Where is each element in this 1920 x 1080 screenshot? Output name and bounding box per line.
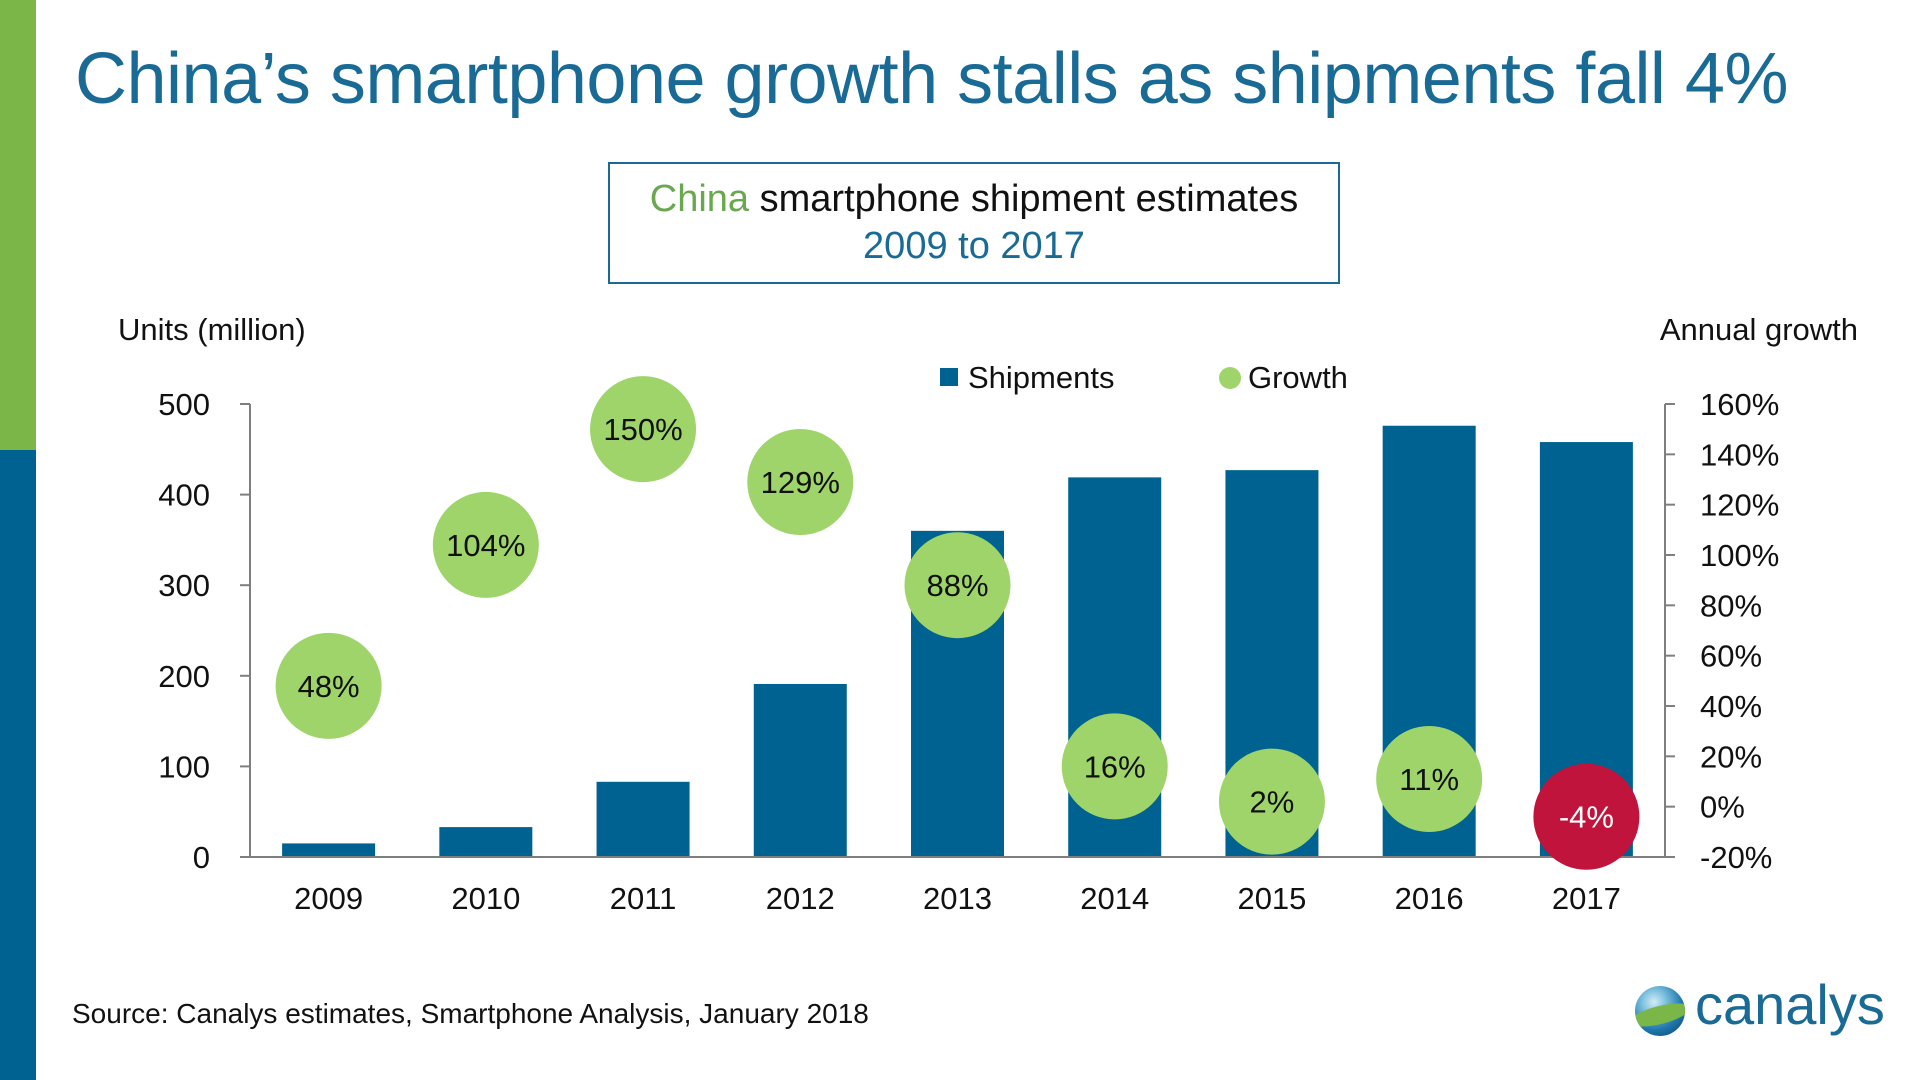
x-tick-label: 2009 — [294, 881, 363, 916]
x-tick-label: 2011 — [610, 881, 677, 916]
growth-label: 48% — [298, 669, 360, 704]
subtitle-range: 2009 to 2017 — [863, 225, 1085, 267]
y-tick-label: 0 — [193, 840, 210, 875]
chart-subtitle-line1: China smartphone shipment estimates — [610, 178, 1338, 221]
y2-tick-label: 140% — [1700, 437, 1779, 472]
legend-label-shipments: Shipments — [968, 360, 1114, 395]
y2-tick-label: -20% — [1700, 840, 1772, 875]
y2-axis-label: Annual growth — [1660, 312, 1858, 347]
growth-label: 11% — [1399, 762, 1459, 797]
chart-subtitle-box: China smartphone shipment estimates 2009… — [608, 162, 1340, 284]
growth-bubble — [432, 491, 539, 598]
x-tick-label: 2012 — [766, 881, 835, 916]
globe-swoosh — [1635, 998, 1685, 1032]
growth-bubble — [1376, 725, 1483, 832]
growth-label: 104% — [446, 528, 525, 563]
y2-tick-label: 0% — [1700, 790, 1745, 825]
y2-tick-label: 60% — [1700, 639, 1762, 674]
y2-tick-label: 20% — [1700, 739, 1762, 774]
left-accent-bar-green — [0, 0, 36, 450]
y2-tick-label: 40% — [1700, 689, 1762, 724]
y-tick-label: 500 — [158, 387, 210, 422]
y-tick-label: 200 — [158, 659, 210, 694]
x-tick-label: 2017 — [1552, 881, 1621, 916]
growth-bubble — [747, 429, 854, 536]
growth-bubble — [590, 376, 697, 483]
growth-bubble — [1218, 748, 1325, 855]
growth-bubble — [1061, 713, 1168, 820]
y2-tick-label: 120% — [1700, 488, 1779, 523]
x-tick-label: 2015 — [1237, 881, 1306, 916]
y2-tick-label: 160% — [1700, 387, 1779, 422]
growth-label: 150% — [603, 412, 682, 447]
legend-swatch-growth — [1219, 367, 1241, 389]
growth-bubble — [275, 632, 382, 739]
shipment-bar — [282, 843, 376, 857]
y-tick-label: 100 — [158, 749, 210, 784]
growth-bubble — [904, 532, 1011, 639]
y-tick-label: 300 — [158, 568, 210, 603]
shipment-bar — [753, 683, 847, 857]
legend-label-growth: Growth — [1248, 360, 1348, 395]
source-note: Source: Canalys estimates, Smartphone An… — [72, 998, 869, 1029]
left-accent-bar-blue — [0, 450, 36, 1080]
y2-tick-label: 100% — [1700, 538, 1779, 573]
growth-bubble — [1533, 763, 1640, 870]
shipment-bar — [596, 781, 690, 857]
growth-label: -4% — [1559, 800, 1614, 835]
globe-icon — [1635, 986, 1685, 1036]
x-tick-label: 2016 — [1395, 881, 1464, 916]
y-axis-label: Units (million) — [118, 312, 306, 347]
subtitle-highlight: China — [649, 178, 750, 220]
logo-text: canalys — [1695, 973, 1885, 1036]
x-tick-label: 2013 — [923, 881, 992, 916]
growth-label: 2% — [1250, 785, 1295, 820]
growth-label: 16% — [1084, 749, 1146, 784]
x-tick-label: 2010 — [451, 881, 520, 916]
page-title: China’s smartphone growth stalls as ship… — [75, 39, 1789, 119]
shipment-bar — [439, 827, 533, 857]
x-tick-label: 2014 — [1080, 881, 1149, 916]
growth-label: 88% — [926, 568, 988, 603]
legend-swatch-shipments — [940, 368, 958, 386]
subtitle-rest: smartphone shipment estimates — [759, 178, 1299, 220]
y-tick-label: 400 — [158, 478, 210, 513]
y2-tick-label: 80% — [1700, 588, 1762, 623]
growth-label: 129% — [761, 465, 840, 500]
